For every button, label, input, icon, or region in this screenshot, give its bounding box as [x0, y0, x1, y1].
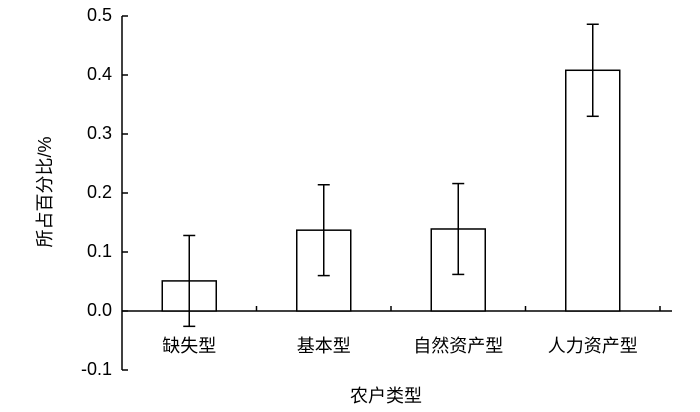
y-tick-label: 0.5	[87, 5, 112, 25]
error-bar	[317, 183, 330, 277]
y-axis-label: 所占百分比/%	[35, 136, 55, 247]
y-tick-label: 0.2	[87, 182, 112, 202]
x-axis-label: 农户类型	[350, 386, 422, 406]
x-tick-label: 自然资产型	[413, 336, 503, 356]
y-tick-label: 0.4	[87, 64, 112, 84]
y-tick-label: 0.1	[87, 241, 112, 261]
y-tick-label: 0.3	[87, 123, 112, 143]
y-tick-label: -0.1	[81, 359, 112, 379]
x-tick-label: 人力资产型	[548, 336, 638, 356]
y-tick-label: 0.0	[87, 300, 112, 320]
error-bar	[452, 182, 465, 276]
x-tick-label: 基本型	[297, 336, 351, 356]
error-bar	[586, 23, 599, 118]
x-tick-label: 缺失型	[162, 336, 216, 356]
error-bar	[183, 234, 196, 328]
